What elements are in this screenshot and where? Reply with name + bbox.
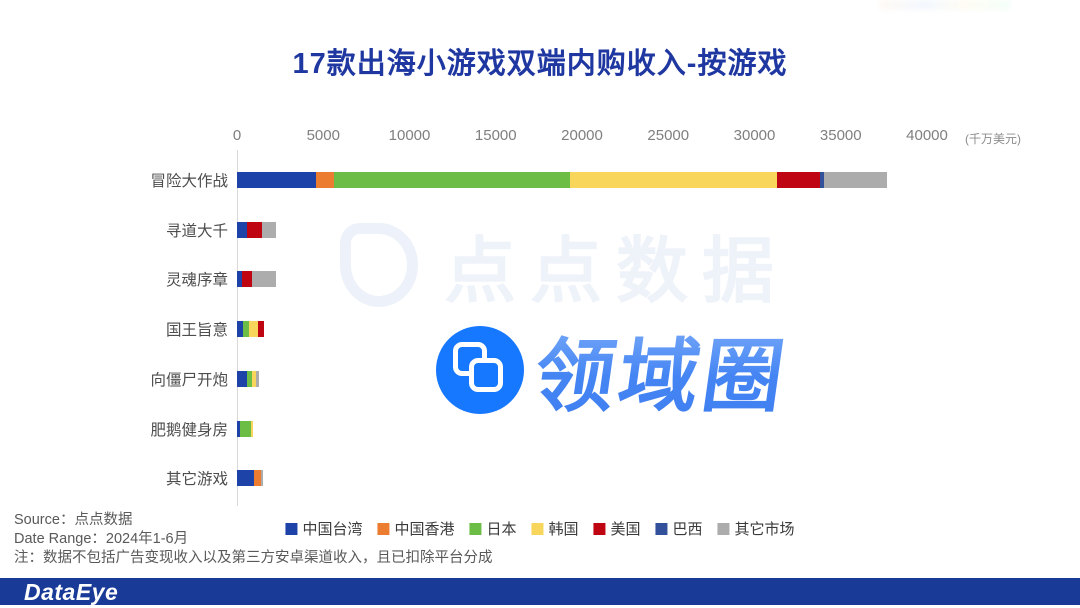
source-block: Source：点点数据 Date Range：2024年1-6月 注：数据不包括… <box>14 511 493 568</box>
bar-segment-其它市场 <box>252 271 276 288</box>
faint-watermark-remnant <box>880 0 1010 10</box>
bar-segment-韩国 <box>570 172 777 188</box>
legend-swatch-icon <box>531 522 544 535</box>
footer-bar <box>0 578 1080 605</box>
legend-label: 其它市场 <box>734 521 795 538</box>
bar-segment-中国台湾 <box>237 221 247 238</box>
legend-label: 美国 <box>610 521 641 538</box>
bar-segment-美国 <box>777 172 820 188</box>
bar-segment-日本 <box>243 321 249 338</box>
legend-swatch-icon <box>655 522 668 535</box>
legend-swatch-icon <box>285 522 298 535</box>
date-range-line: Date Range：2024年1-6月 <box>14 531 189 547</box>
legend-label: 韩国 <box>548 521 579 538</box>
bar-segment-巴西 <box>820 172 824 188</box>
bar-segment-中国台湾 <box>237 271 242 288</box>
bar-segment-美国 <box>258 321 264 338</box>
x-axis-tick-label: 40000 <box>906 127 948 144</box>
bar-segment-其它市场 <box>256 370 259 387</box>
bar-segment-中国台湾 <box>237 420 240 437</box>
legend-label: 巴西 <box>672 521 703 538</box>
diandian-watermark-text: 点点数据 <box>444 232 789 312</box>
x-axis-tick-label: 30000 <box>733 127 776 144</box>
legend-label: 日本 <box>486 521 517 538</box>
chart-legend: 中国台湾 中国香港 日本 韩国 美国 巴西 其它市场 <box>285 518 795 539</box>
category-label: 其它游戏 <box>165 471 228 489</box>
bar-segment-美国 <box>247 221 262 238</box>
x-axis-tick-label: 25000 <box>647 127 690 144</box>
bar-segment-中国台湾 <box>237 370 247 387</box>
x-axis-tick-label: 15000 <box>474 127 517 144</box>
legend-item-美国: 美国 <box>593 518 641 539</box>
note-line: 注：数据不包括广告变现收入以及第三方安卓渠道收入，且已扣除平台分成 <box>14 550 493 566</box>
legend-item-中国台湾: 中国台湾 <box>285 518 362 539</box>
bar-segment-日本 <box>240 420 251 437</box>
legend-swatch-icon <box>377 522 390 535</box>
bar-segment-其它市场 <box>262 221 276 238</box>
legend-swatch-icon <box>593 522 606 535</box>
category-label: 冒险大作战 <box>150 173 228 190</box>
bar-segment-其它市场 <box>261 470 263 487</box>
bar-segment-韩国 <box>249 321 258 338</box>
bar-segment-其它市场 <box>824 172 887 188</box>
legend-item-巴西: 巴西 <box>655 518 703 539</box>
legend-item-中国香港: 中国香港 <box>377 518 454 539</box>
x-axis-tick-label: 0 <box>232 127 242 144</box>
category-label: 向僵尸开炮 <box>150 371 228 389</box>
legend-label: 中国香港 <box>394 521 455 538</box>
legend-swatch-icon <box>717 522 730 535</box>
lingyuquan-logo-icon <box>436 326 524 414</box>
bar-segment-美国 <box>242 271 252 288</box>
bar-segment-中国台湾 <box>237 470 254 487</box>
source-line: Source：点点数据 <box>14 512 133 528</box>
dataeye-logo: DataEye <box>24 579 119 605</box>
diandian-logo-icon <box>340 222 418 307</box>
bar-segment-中国香港 <box>316 172 334 188</box>
category-label: 寻道大千 <box>165 222 228 240</box>
legend-item-其它市场: 其它市场 <box>717 518 795 539</box>
bar-segment-韩国 <box>252 370 256 387</box>
legend-item-韩国: 韩国 <box>531 518 579 539</box>
bar-segment-日本 <box>334 172 570 188</box>
category-label: 国王旨意 <box>165 322 228 340</box>
x-axis-tick-label: 10000 <box>388 127 431 144</box>
diandian-watermark: 点点数据 <box>340 212 788 317</box>
x-axis-tick-label: 35000 <box>819 127 862 144</box>
lingyuquan-watermark: 领域圈 <box>436 312 793 428</box>
bar-segment-中国台湾 <box>237 321 243 338</box>
bar-segment-中国香港 <box>254 470 261 487</box>
category-label: 肥鹅健身房 <box>150 421 228 439</box>
x-axis-tick-label: 5000 <box>306 127 340 144</box>
legend-label: 中国台湾 <box>302 521 363 538</box>
lingyuquan-watermark-text: 领域圈 <box>528 312 796 428</box>
bar-segment-韩国 <box>251 420 253 437</box>
bar-segment-日本 <box>247 370 252 387</box>
legend-swatch-icon <box>469 522 482 535</box>
legend-item-日本: 日本 <box>469 518 516 539</box>
category-label: 灵魂序章 <box>165 272 228 290</box>
bar-segment-中国台湾 <box>237 172 316 188</box>
x-axis-tick-label: 20000 <box>561 127 603 144</box>
axis-unit-label: (千万美元) <box>965 132 1021 146</box>
chart-title: 17款出海小游戏双端内购收入-按游戏 <box>292 48 788 80</box>
